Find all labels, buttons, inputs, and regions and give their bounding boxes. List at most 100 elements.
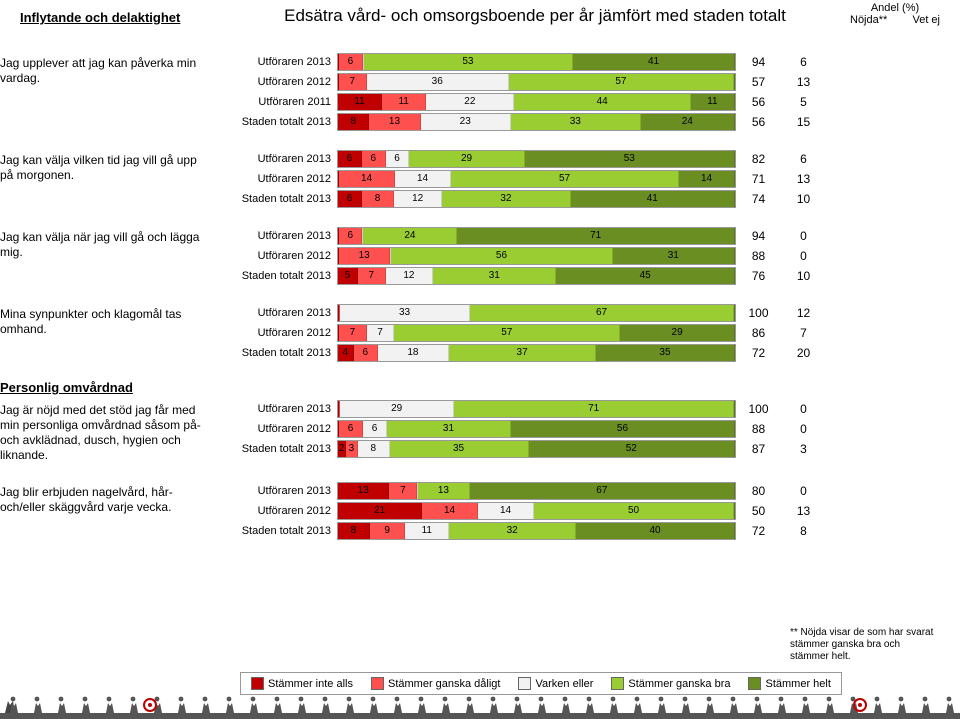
stacked-bar: 3367 <box>337 304 736 322</box>
bar-segment: 6 <box>339 54 363 70</box>
bar-row: Utföraren 2012211414505013 <box>216 501 826 520</box>
bar-segment: 8 <box>338 523 370 539</box>
bars-container: Utföraren 201362471940Utföraren 20121356… <box>216 226 826 285</box>
bar-segment <box>734 401 735 417</box>
bar-segment: 41 <box>571 191 735 207</box>
bar-segment: 7 <box>358 268 386 284</box>
bar-segment: 29 <box>620 325 735 341</box>
bar-segment: 13 <box>369 114 420 130</box>
footer-silhouette: {} <box>0 683 960 719</box>
nojda-value: 80 <box>736 484 781 498</box>
nojda-value: 72 <box>736 346 781 360</box>
bar-segment: 67 <box>470 305 734 321</box>
bar-row-label: Utföraren 2011 <box>216 96 337 108</box>
bar-segment: 71 <box>454 401 734 417</box>
question-group: Jag är nöjd med det stöd jag får med min… <box>0 399 920 463</box>
bar-row-label: Utföraren 2012 <box>216 327 337 339</box>
stacked-bar: 68123241 <box>337 190 736 208</box>
bar-segment: 57 <box>394 325 620 341</box>
stacked-bar: 57123145 <box>337 267 736 285</box>
nojda-value: 56 <box>736 95 781 109</box>
nojda-value: 100 <box>736 402 781 416</box>
bar-row-label: Staden totalt 2013 <box>216 347 337 359</box>
bar-segment: 6 <box>339 228 362 244</box>
nojda-value: 94 <box>736 55 781 69</box>
bar-segment: 6 <box>386 151 410 167</box>
chart-groups: Jag upplever att jag kan påverka min var… <box>0 52 920 558</box>
vetej-value: 10 <box>781 192 826 206</box>
stacked-bar: 89113240 <box>337 522 736 540</box>
bar-segment: 6 <box>339 421 363 437</box>
bar-segment: 9 <box>370 523 406 539</box>
bars-container: Utföraren 201365341946Utföraren 20127365… <box>216 52 826 131</box>
bar-row: Utföraren 2012663156880 <box>216 419 826 438</box>
nojda-value: 94 <box>736 229 781 243</box>
question-label: Mina synpunkter och klagomål tas omhand. <box>0 303 216 362</box>
bar-row: Utföraren 201329711000 <box>216 399 826 418</box>
bar-segment: 33 <box>511 114 641 130</box>
stacked-bar: 46183735 <box>337 344 736 362</box>
bar-segment: 35 <box>596 345 735 361</box>
bar-segment: 13 <box>418 483 469 499</box>
bar-segment: 37 <box>449 345 596 361</box>
bar-segment: 44 <box>514 94 690 110</box>
bar-segment: 57 <box>509 74 734 90</box>
col-vetej: Vet ej <box>912 14 940 26</box>
bar-segment: 24 <box>641 114 735 130</box>
bar-segment: 11 <box>691 94 735 110</box>
bar-row-label: Staden totalt 2013 <box>216 116 337 128</box>
bar-segment: 14 <box>395 171 451 187</box>
question-label: Jag blir erbjuden nagelvård, hår- och/el… <box>0 481 216 540</box>
bar-row-label: Utföraren 2012 <box>216 423 337 435</box>
vetej-value: 6 <box>781 152 826 166</box>
bar-segment: 41 <box>573 54 735 70</box>
bar-row: Utföraren 20136662953826 <box>216 149 826 168</box>
footnote: ** Nöjda visar de som har svarat stämmer… <box>790 627 940 663</box>
bar-segment: 40 <box>576 523 735 539</box>
question-group: Jag blir erbjuden nagelvård, hår- och/el… <box>0 481 920 540</box>
bar-segment: 3 <box>346 441 358 457</box>
bar-row: Utföraren 201362471940 <box>216 226 826 245</box>
bar-segment: 14 <box>422 503 478 519</box>
stacked-bar: 2383552 <box>337 440 736 458</box>
stacked-bar: 663156 <box>337 420 736 438</box>
bar-row-label: Utföraren 2012 <box>216 250 337 262</box>
bar-segment: 31 <box>387 421 511 437</box>
bar-row-label: Utföraren 2013 <box>216 153 337 165</box>
question-group: Mina synpunkter och klagomål tas omhand.… <box>0 303 920 362</box>
bar-row-label: Utföraren 2013 <box>216 403 337 415</box>
bar-segment: 56 <box>391 248 612 264</box>
question-label: Jag kan välja när jag vill gå och lägga … <box>0 226 216 285</box>
bar-segment: 14 <box>339 171 395 187</box>
stacked-bar: 1111224411 <box>337 93 736 111</box>
bar-segment: 29 <box>340 401 454 417</box>
bar-row: Utföraren 2012775729867 <box>216 323 826 342</box>
vetej-value: 3 <box>781 442 826 456</box>
bar-segment: 5 <box>338 268 358 284</box>
bar-segment: 8 <box>358 441 390 457</box>
nojda-value: 88 <box>736 249 781 263</box>
bar-segment <box>734 74 735 90</box>
bar-segment: 22 <box>426 94 514 110</box>
vetej-value: 20 <box>781 346 826 360</box>
bar-segment: 12 <box>394 191 442 207</box>
bar-segment: 8 <box>362 191 394 207</box>
bar-segment: 4 <box>338 345 354 361</box>
vetej-value: 13 <box>781 75 826 89</box>
vetej-value: 13 <box>781 172 826 186</box>
bar-segment: 6 <box>362 151 386 167</box>
nojda-value: 88 <box>736 422 781 436</box>
vetej-value: 0 <box>781 229 826 243</box>
bar-segment: 24 <box>363 228 457 244</box>
bar-segment: 33 <box>340 305 470 321</box>
bars-container: Utföraren 2013336710012Utföraren 2012775… <box>216 303 826 362</box>
bar-segment: 56 <box>511 421 735 437</box>
vetej-value: 6 <box>781 55 826 69</box>
nojda-value: 50 <box>736 504 781 518</box>
nojda-value: 100 <box>736 306 781 320</box>
question-label: Jag är nöjd med det stöd jag får med min… <box>0 399 216 463</box>
col-nojda: Nöjda** <box>850 14 887 26</box>
bar-segment <box>734 503 735 519</box>
nojda-value: 74 <box>736 192 781 206</box>
bar-segment: 6 <box>363 421 387 437</box>
